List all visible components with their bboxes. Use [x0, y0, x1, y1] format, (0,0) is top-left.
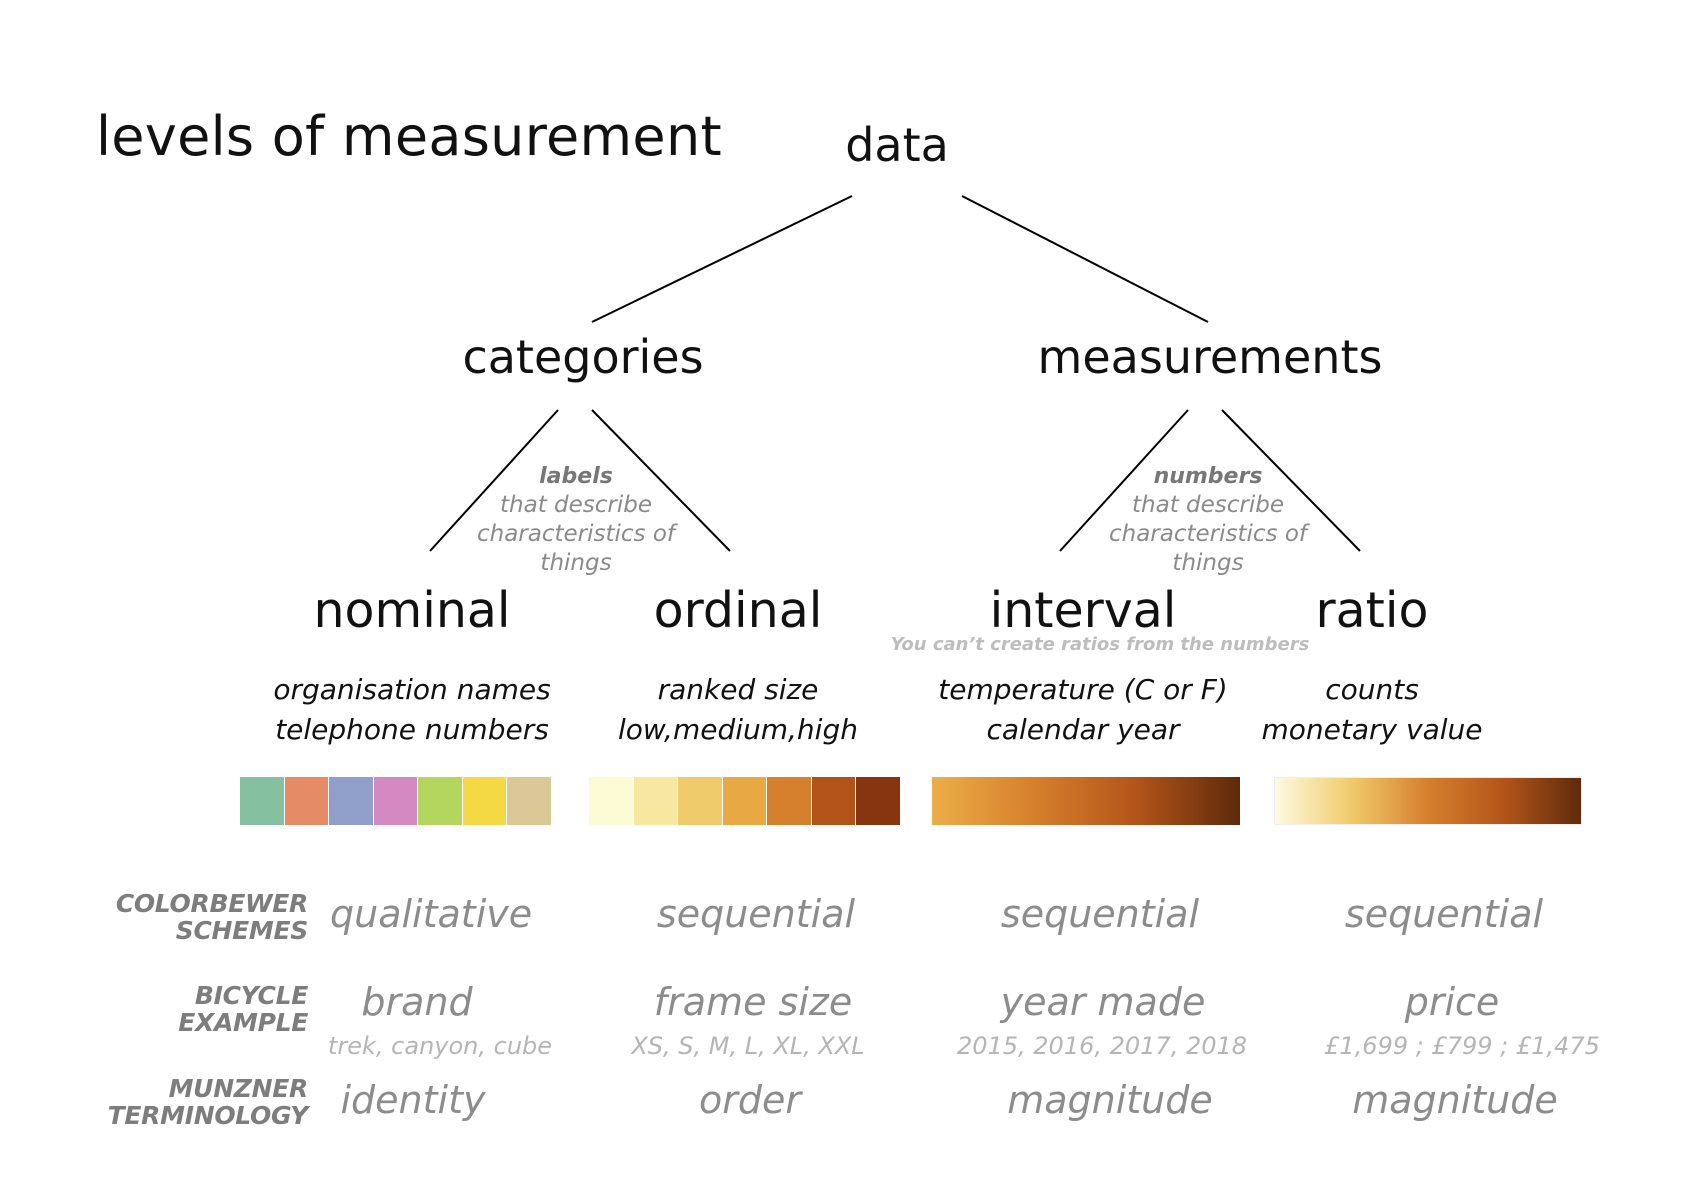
row-label-line: EXAMPLE	[178, 1008, 308, 1037]
node-interval: interval	[989, 582, 1177, 639]
categories-description-keyword: labels	[539, 464, 613, 489]
munzner-nominal: identity	[340, 1078, 486, 1122]
sequential-swatch-5	[767, 777, 812, 825]
interval-examples: temperature (C or F) calendar year	[938, 670, 1227, 750]
row-label-line: TERMINOLOGY	[107, 1101, 309, 1130]
node-nominal: nominal	[313, 582, 511, 639]
measurements-description: numbers that describe characteristics of…	[1109, 462, 1307, 578]
node-categories: categories	[462, 330, 704, 384]
page-title: levels of measurement	[96, 105, 722, 168]
sequential-swatch-4	[722, 777, 768, 825]
sequential-swatch-7	[856, 777, 901, 825]
qualitative-swatch-5	[418, 777, 463, 825]
bicycle-ratio: price	[1404, 980, 1500, 1024]
bicycle-ordinal-examples: XS, S, M, L, XL, XXL	[631, 1032, 865, 1060]
colorbrewer-interval: sequential	[1000, 892, 1200, 936]
ordinal-example: ranked size	[657, 673, 819, 706]
categories-description-line: that describe	[500, 492, 652, 518]
bicycle-interval-examples: 2015, 2016, 2017, 2018	[956, 1032, 1248, 1060]
measurements-description-line: characteristics of	[1108, 521, 1308, 547]
measurements-description-keyword: numbers	[1153, 464, 1263, 489]
node-ordinal: ordinal	[653, 582, 823, 639]
qualitative-swatch-7	[507, 777, 552, 825]
nominal-example: organisation names	[273, 673, 551, 706]
nominal-example: telephone numbers	[275, 713, 549, 746]
sequential-swatch-3	[678, 777, 723, 825]
interval-example: temperature (C or F)	[938, 673, 1228, 706]
sequential-palette	[589, 777, 901, 825]
edge-data-categories	[591, 195, 853, 323]
measurements-description-line: things	[1172, 550, 1244, 576]
colorbrewer-nominal: qualitative	[330, 892, 533, 936]
colorbrewer-ratio: sequential	[1344, 892, 1544, 936]
row-label-line: BICYCLE	[194, 981, 308, 1010]
row-label-colorbrewer: COLORBEWER SCHEMES	[116, 890, 308, 944]
qualitative-swatch-1	[240, 777, 285, 825]
nominal-examples: organisation names telephone numbers	[273, 670, 550, 750]
interval-gradient	[932, 777, 1240, 825]
categories-description-line: things	[540, 550, 612, 576]
edge-measurements-ratio	[1221, 409, 1361, 552]
munzner-interval: magnitude	[1007, 1078, 1213, 1122]
ratio-gradient	[1274, 777, 1582, 825]
bicycle-ratio-examples: £1,699 ; £799 ; £1,475	[1324, 1032, 1600, 1060]
qualitative-swatch-4	[373, 777, 419, 825]
row-label-line: MUNZNER	[168, 1074, 309, 1103]
edge-measurements-interval	[1059, 409, 1189, 552]
sequential-swatch-1	[589, 777, 634, 825]
edge-data-measurements	[961, 195, 1209, 323]
categories-description: labels that describe characteristics of …	[477, 462, 675, 578]
node-measurements: measurements	[1037, 330, 1383, 384]
categories-description-line: characteristics of	[476, 521, 676, 547]
bicycle-interval: year made	[1000, 980, 1206, 1024]
ratio-example: monetary value	[1261, 713, 1483, 746]
bicycle-nominal: brand	[361, 980, 473, 1024]
edge-categories-ordinal	[591, 409, 731, 552]
munzner-ordinal: order	[699, 1078, 801, 1122]
ratio-example: counts	[1325, 673, 1419, 706]
qualitative-swatch-2	[284, 777, 330, 825]
interval-example: calendar year	[986, 713, 1180, 746]
ordinal-example: low,medium,high	[618, 713, 858, 746]
interval-note: You can’t create ratios from the numbers	[890, 634, 1310, 655]
colorbrewer-ordinal: sequential	[656, 892, 856, 936]
row-label-bicycle: BICYCLE EXAMPLE	[178, 982, 308, 1036]
qualitative-swatch-3	[329, 777, 374, 825]
row-label-line: COLORBEWER	[115, 889, 308, 918]
qualitative-swatch-6	[462, 777, 508, 825]
sequential-swatch-6	[811, 777, 857, 825]
measurements-description-line: that describe	[1132, 492, 1284, 518]
qualitative-palette	[240, 777, 552, 825]
sequential-swatch-2	[633, 777, 679, 825]
row-label-munzner: MUNZNER TERMINOLOGY	[107, 1074, 309, 1130]
edge-categories-nominal	[429, 409, 559, 552]
row-label-line: SCHEMES	[175, 916, 309, 945]
munzner-ratio: magnitude	[1352, 1078, 1558, 1122]
bicycle-nominal-examples: trek, canyon, cube	[327, 1032, 553, 1060]
bicycle-ordinal: frame size	[653, 980, 853, 1024]
node-ratio: ratio	[1315, 582, 1429, 639]
node-data: data	[845, 118, 949, 172]
ordinal-examples: ranked size low,medium,high	[618, 670, 858, 750]
ratio-examples: counts monetary value	[1262, 670, 1483, 750]
